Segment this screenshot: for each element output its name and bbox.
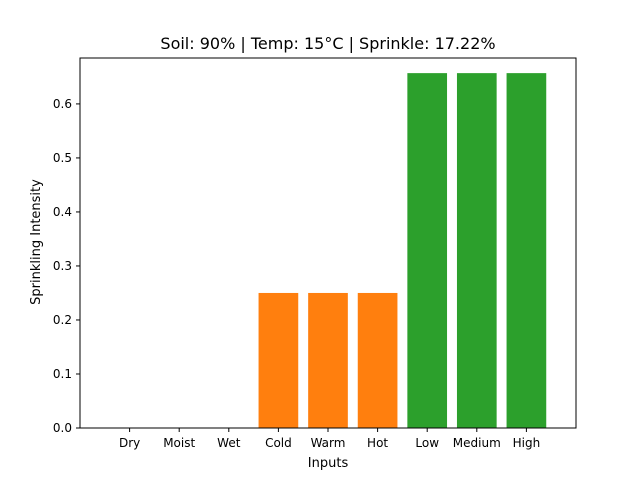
- x-tick-label-high: High: [513, 436, 541, 450]
- y-tick-label: 0.4: [53, 205, 72, 219]
- x-tick-label-hot: Hot: [367, 436, 388, 450]
- bar-low: [407, 73, 448, 428]
- x-tick-label-low: Low: [415, 436, 439, 450]
- x-tick-label-moist: Moist: [163, 436, 195, 450]
- x-tick-label-cold: Cold: [265, 436, 292, 450]
- y-tick-label: 0.5: [53, 151, 72, 165]
- y-axis-ticks: 0.0 0.1 0.2 0.3 0.4 0.5 0.6: [53, 97, 80, 435]
- x-tick-label-medium: Medium: [453, 436, 501, 450]
- y-axis-label: Sprinkling Intensity: [29, 179, 44, 305]
- x-tick-label-wet: Wet: [217, 436, 241, 450]
- x-axis-label: Inputs: [308, 456, 349, 471]
- chart-title: Soil: 90% | Temp: 15°C | Sprinkle: 17.22…: [160, 34, 495, 53]
- bar-medium: [456, 73, 497, 428]
- x-tick-label-warm: Warm: [311, 436, 346, 450]
- x-tick-label-dry: Dry: [119, 436, 140, 450]
- bar-hot: [357, 292, 398, 428]
- bars-group: [258, 73, 547, 428]
- y-tick-label: 0.2: [53, 313, 72, 327]
- y-tick-label: 0.0: [53, 421, 72, 435]
- bar-cold: [258, 292, 299, 428]
- bar-warm: [308, 292, 348, 428]
- x-axis-ticks: Dry Moist Wet Cold Warm Hot Low Medium High: [119, 428, 540, 450]
- bar-high: [506, 73, 547, 428]
- y-tick-label: 0.6: [53, 97, 72, 111]
- y-tick-label: 0.3: [53, 259, 72, 273]
- y-tick-label: 0.1: [53, 367, 72, 381]
